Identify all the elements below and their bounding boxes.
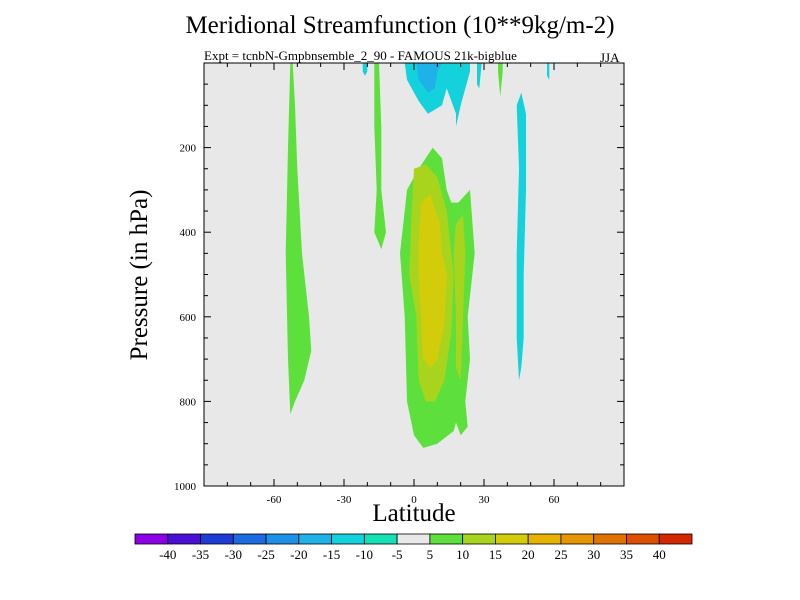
colorbar-label: -35 [192,547,209,562]
colorbar-swatch [658,533,693,545]
colorbar-label: 35 [620,547,633,562]
y-tick-label: 200 [180,143,197,155]
x-tick-label: 30 [479,494,491,506]
y-tick-label: 1000 [174,481,197,493]
x-tick-label: 60 [549,494,561,506]
contour-region-upper-neg-d [547,63,550,80]
colorbar-label: -25 [257,547,274,562]
contour-region-sh-positive-lobe [285,63,312,415]
colorbar-swatch [527,533,562,545]
colorbar-label: 40 [653,547,666,562]
chart-subtitle: Expt = tcnbN-Gmpbnsemble_2_90 - FAMOUS 2… [204,48,517,63]
contour-region-nh-side-positive [453,215,466,381]
colorbar-label: 5 [427,547,434,562]
colorbar-swatch [429,533,464,545]
colorbar-swatch [495,533,529,545]
colorbar-label: -30 [225,547,242,562]
y-tick-label: 800 [180,396,197,408]
colorbar-swatch [232,533,267,545]
colorbar-swatch [560,533,595,545]
colorbar-swatch [331,533,365,545]
colorbar-swatch [298,533,332,545]
y-tick-label: 600 [180,312,197,324]
x-tick-label: -30 [337,494,352,506]
x-axis-label: Latitude [372,500,456,527]
colorbar-label: -15 [323,547,340,562]
colorbar-swatch [200,533,234,545]
colorbar-label: -40 [159,547,176,562]
contour-region-upper-neg-core [416,63,442,93]
colorbar-label: 15 [489,547,502,562]
colorbar-swatch [167,533,201,545]
colorbar-swatch [626,533,660,545]
colorbar-swatch [265,533,300,545]
colorbar-swatch [593,533,627,545]
season-label: JJA [600,50,620,65]
contour-region-tropical-core-inner [418,194,447,368]
chart-title: Meridional Streamfunction (10**9kg/m-2) [185,12,615,39]
colorbar-label: 25 [554,547,567,562]
colorbar-label: -20 [290,547,307,562]
colorbar-label: 20 [522,547,535,562]
colorbar-swatch [462,533,496,545]
y-tick-label: 400 [180,227,197,239]
colorbar-label: 10 [456,547,469,562]
contour-region-upper-neg-a [362,63,368,76]
colorbar-swatch [134,533,169,545]
contour-region-nh-negative-lobe [516,92,526,381]
colorbar-label: -10 [356,547,373,562]
contour-region-upper-neg-c [477,63,482,89]
contour-region-top-small-positive [498,63,503,97]
contour-region-upper-thin-positive [374,63,386,250]
colorbar-label: 30 [587,547,600,562]
colorbar-label: -5 [392,547,403,562]
colorbar-swatch [363,533,398,545]
x-tick-label: 0 [411,494,417,506]
x-tick-label: -60 [267,494,282,506]
colorbar-swatch [396,533,431,545]
